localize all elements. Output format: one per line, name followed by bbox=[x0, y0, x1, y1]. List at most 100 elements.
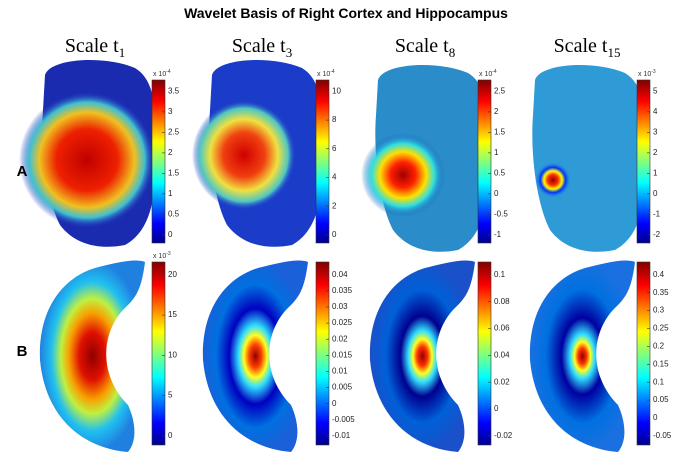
colorbar-tick-label: 0.15 bbox=[653, 359, 669, 368]
colorbar-tick-label: 0.5 bbox=[168, 209, 180, 218]
cortex-image bbox=[19, 59, 156, 247]
colorbar-tick-label: 1.5 bbox=[168, 168, 180, 177]
exponent-base: x 10 bbox=[317, 71, 330, 78]
column-header: Scale t8 bbox=[395, 35, 455, 60]
exponent-power: -3 bbox=[166, 251, 171, 257]
exponent-power: -4 bbox=[492, 69, 497, 75]
colorbar-tick-label: 0.3 bbox=[653, 306, 665, 315]
colorbar-tick-label: 20 bbox=[168, 270, 177, 279]
exponent-base: x 10 bbox=[638, 71, 651, 78]
colorbar-tick-label: -0.05 bbox=[653, 431, 672, 440]
colorbar-tick-label: -0.005 bbox=[332, 415, 355, 424]
colorbar-tick-label: 0.05 bbox=[653, 395, 669, 404]
header-text: Scale t bbox=[232, 35, 286, 57]
colorbar-tick-label: -1 bbox=[494, 230, 502, 239]
colorbar-tick-label: 15 bbox=[168, 310, 177, 319]
colorbar-tick-label: 0.1 bbox=[653, 377, 665, 386]
exponent-power: -4 bbox=[330, 69, 335, 75]
colorbar-exponent: x 10-3 bbox=[153, 251, 171, 260]
colorbar-tick-label: 0 bbox=[332, 399, 337, 408]
cortex-image bbox=[532, 64, 646, 252]
header-subscript: 3 bbox=[286, 45, 293, 60]
colorbar-tick-label: 0.06 bbox=[494, 324, 510, 333]
colorbar-tick-label: 0 bbox=[494, 189, 499, 198]
colorbar bbox=[636, 79, 651, 244]
hippocampus-image bbox=[529, 260, 635, 452]
colorbar-tick-label: 0 bbox=[332, 230, 337, 239]
colorbar-tick-label: 2.5 bbox=[168, 128, 180, 137]
colorbar-tick-label: 0.1 bbox=[494, 270, 506, 279]
row-label: B bbox=[17, 343, 28, 360]
colorbar-tick-label: 0.4 bbox=[653, 270, 665, 279]
colorbar-tick-label: 0.015 bbox=[332, 350, 353, 359]
colorbar-tick-label: 0.005 bbox=[332, 383, 353, 392]
colorbar-tick-label: 0.5 bbox=[494, 168, 506, 177]
colorbar-tick-label: 3 bbox=[168, 107, 173, 116]
colorbar-tick-label: -0.01 bbox=[332, 431, 351, 440]
colorbar-tick-label: 0 bbox=[653, 189, 658, 198]
colorbar-tick-label: -0.5 bbox=[494, 209, 508, 218]
colorbar-tick-label: 0.035 bbox=[332, 286, 353, 295]
colorbar-tick-label: 2 bbox=[168, 148, 173, 157]
colorbar bbox=[315, 261, 330, 446]
header-text: Scale t bbox=[395, 35, 449, 57]
colorbar-tick-label: 0.04 bbox=[494, 350, 510, 359]
colorbar-tick-label: 2.5 bbox=[494, 87, 506, 96]
colorbar-exponent: x 10-3 bbox=[638, 69, 656, 78]
colorbar-tick-label: 4 bbox=[332, 173, 337, 182]
column-header: Scale t3 bbox=[232, 35, 292, 60]
colorbar-tick-label: 3.5 bbox=[168, 87, 180, 96]
exponent-base: x 10 bbox=[479, 71, 492, 78]
header-subscript: 15 bbox=[607, 45, 620, 60]
colorbar-tick-label: -2 bbox=[653, 230, 661, 239]
colorbar-tick-label: 0 bbox=[168, 230, 173, 239]
colorbar-tick-label: 0 bbox=[494, 404, 499, 413]
colorbar-exponent: x 10-4 bbox=[317, 69, 335, 78]
colorbar-tick-label: 0.02 bbox=[332, 334, 348, 343]
colorbar-exponent: x 10-4 bbox=[153, 69, 171, 78]
cortex-image bbox=[192, 59, 323, 247]
colorbar-tick-label: 6 bbox=[332, 144, 337, 153]
colorbar-tick-label: 2 bbox=[332, 201, 337, 210]
colorbar-tick-label: 2 bbox=[494, 107, 499, 116]
colorbar-tick-label: 1.5 bbox=[494, 128, 506, 137]
colorbar-tick-label: 1 bbox=[168, 189, 173, 198]
colorbar-tick-label: 0.2 bbox=[653, 341, 665, 350]
colorbar-tick-label: -0.02 bbox=[494, 431, 513, 440]
colorbar-tick-label: 0 bbox=[168, 431, 173, 440]
colorbar-tick-label: 0.08 bbox=[494, 297, 510, 306]
colorbar bbox=[477, 79, 492, 244]
colorbar-tick-label: 5 bbox=[168, 391, 173, 400]
hippocampus-image bbox=[369, 260, 475, 452]
colorbar-tick-label: 4 bbox=[653, 107, 658, 116]
colorbar-tick-label: 5 bbox=[653, 87, 658, 96]
header-text: Scale t bbox=[554, 35, 608, 57]
figure-title: Wavelet Basis of Right Cortex and Hippoc… bbox=[184, 5, 508, 21]
colorbar-tick-label: 0.25 bbox=[653, 324, 669, 333]
colorbar-tick-label: 0.02 bbox=[494, 377, 510, 386]
colorbar bbox=[636, 261, 651, 446]
colorbar-tick-label: 0.35 bbox=[653, 288, 669, 297]
colorbar-tick-label: 0 bbox=[653, 413, 658, 422]
cortex-image bbox=[361, 64, 489, 252]
colorbar-tick-label: 1 bbox=[653, 168, 658, 177]
colorbar-tick-label: 3 bbox=[653, 128, 658, 137]
colorbar bbox=[151, 79, 166, 244]
colorbar-tick-label: 10 bbox=[168, 350, 177, 359]
colorbar-tick-label: 2 bbox=[653, 148, 658, 157]
colorbar bbox=[477, 261, 492, 446]
exponent-power: -3 bbox=[651, 69, 656, 75]
exponent-base: x 10 bbox=[153, 253, 166, 260]
header-text: Scale t bbox=[65, 35, 119, 57]
header-subscript: 1 bbox=[119, 45, 126, 60]
hippocampus-image bbox=[202, 260, 308, 452]
colorbar-tick-label: 0.03 bbox=[332, 302, 348, 311]
column-header: Scale t1 bbox=[65, 35, 125, 60]
colorbar bbox=[315, 79, 330, 244]
exponent-power: -4 bbox=[166, 69, 171, 75]
colorbar-tick-label: 8 bbox=[332, 115, 337, 124]
colorbar-tick-label: 0.04 bbox=[332, 270, 348, 279]
column-header: Scale t15 bbox=[554, 35, 621, 60]
colorbar-tick-label: -1 bbox=[653, 209, 661, 218]
